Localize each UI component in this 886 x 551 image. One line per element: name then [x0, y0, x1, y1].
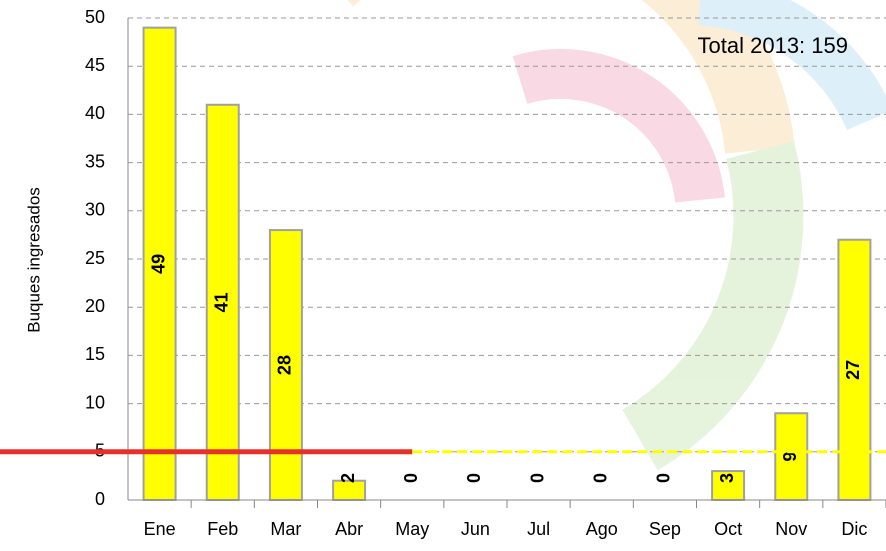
- y-tick-label: 20: [85, 296, 105, 316]
- x-tick-label: Dic: [841, 519, 867, 539]
- y-tick-label: 25: [85, 248, 105, 268]
- x-tick-label: Mar: [270, 519, 301, 539]
- data-label: 0: [401, 473, 421, 483]
- y-tick-label: 15: [85, 344, 105, 364]
- x-tick-label: Sep: [649, 519, 681, 539]
- y-tick-label: 35: [85, 151, 105, 171]
- y-tick-label: 45: [85, 55, 105, 75]
- y-tick-label: 30: [85, 200, 105, 220]
- x-tick-label: May: [395, 519, 429, 539]
- data-label: 49: [148, 254, 168, 274]
- data-label: 2: [338, 473, 358, 483]
- y-tick-label: 50: [85, 7, 105, 27]
- x-tick-label: Ago: [586, 519, 618, 539]
- data-label: 0: [654, 473, 674, 483]
- x-tick-label: Jul: [527, 519, 550, 539]
- data-label: 3: [717, 473, 737, 483]
- x-tick-label: Ene: [144, 519, 176, 539]
- x-tick-label: Feb: [207, 519, 238, 539]
- x-tick-label: Abr: [335, 519, 363, 539]
- x-tick-label: Nov: [775, 519, 807, 539]
- chart: Buques ingresados Total 2013: 159 051015…: [0, 0, 886, 551]
- y-tick-label: 0: [95, 489, 105, 509]
- y-axis-label: Buques ingresados: [24, 187, 43, 333]
- annotation: Total 2013: 159: [698, 33, 848, 58]
- y-tick-label: 10: [85, 392, 105, 412]
- x-tick-label: Oct: [714, 519, 742, 539]
- data-label: 0: [591, 473, 611, 483]
- data-label: 0: [464, 473, 484, 483]
- data-label: 28: [275, 355, 295, 375]
- x-tick-label: Jun: [461, 519, 490, 539]
- data-label: 27: [843, 360, 863, 380]
- data-label: 41: [212, 292, 232, 312]
- data-label: 0: [527, 473, 547, 483]
- y-tick-label: 40: [85, 103, 105, 123]
